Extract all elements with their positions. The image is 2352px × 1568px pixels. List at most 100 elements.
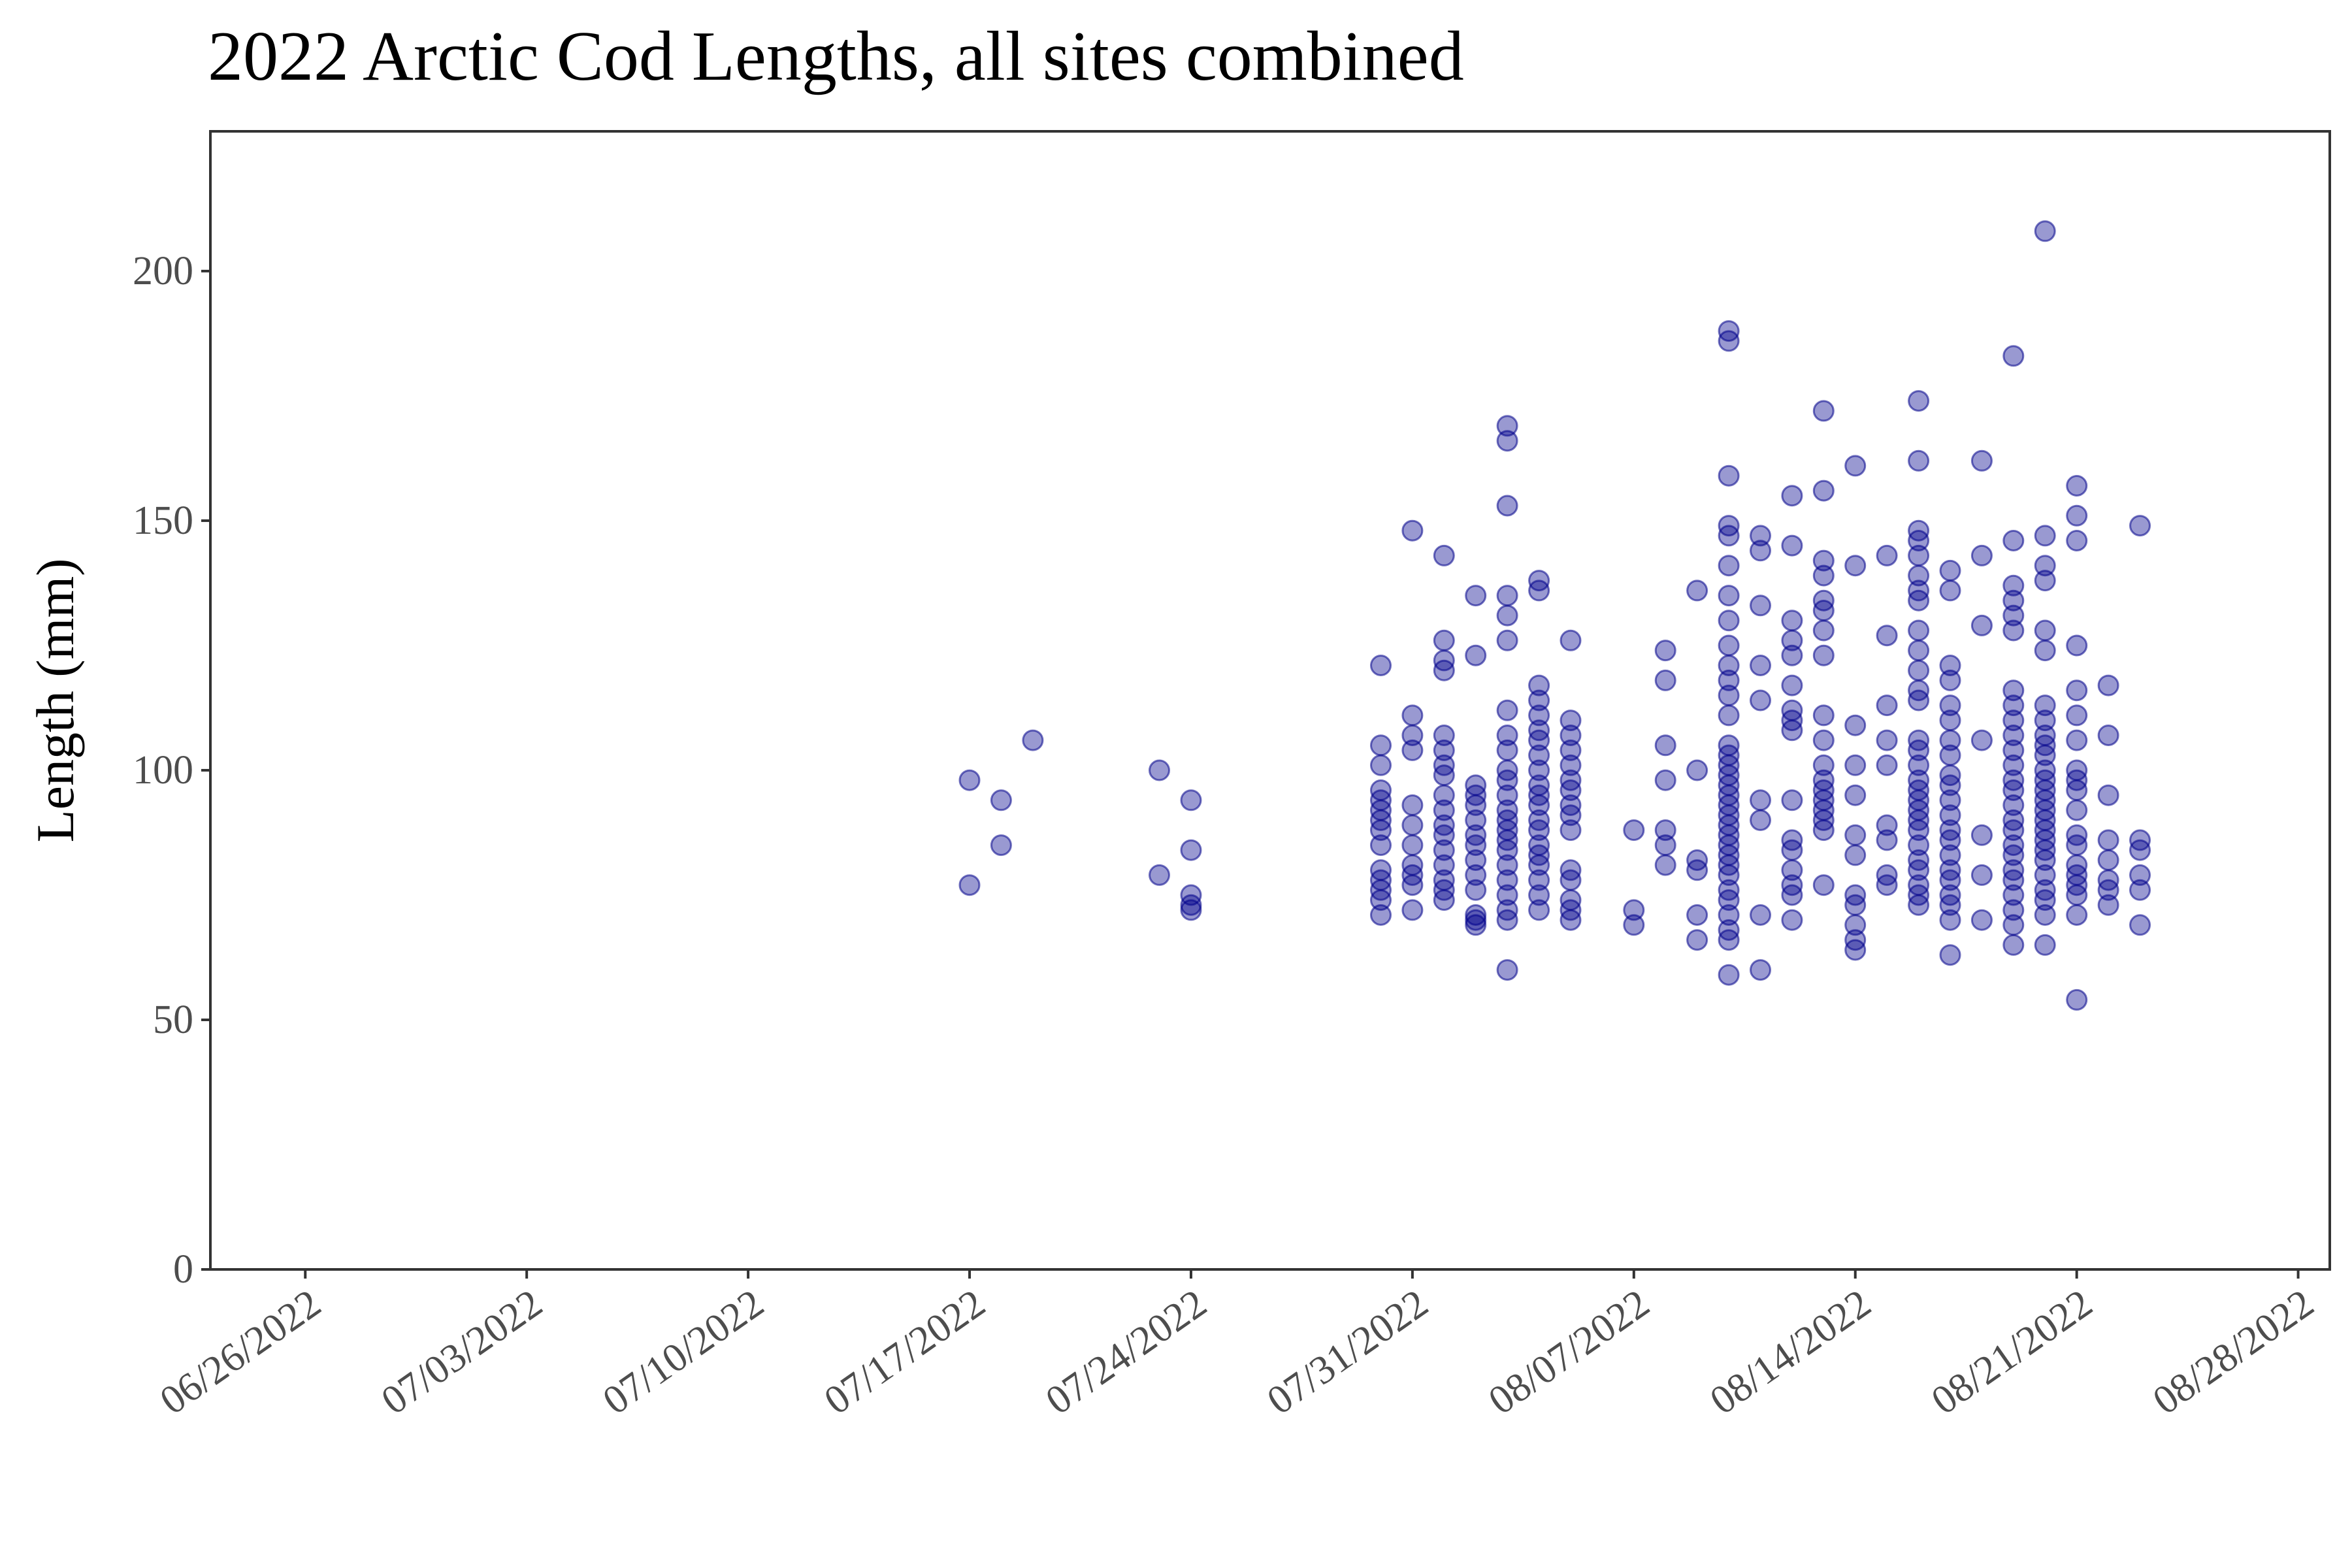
data-point <box>1812 600 1835 621</box>
data-point <box>1560 725 1582 746</box>
data-point <box>1970 614 1993 636</box>
y-axis: 0 50 100 150 200 <box>133 249 210 1292</box>
data-point <box>1654 640 1676 662</box>
y-tick-label: 150 <box>133 498 193 543</box>
data-point <box>1781 909 1803 931</box>
data-point <box>1970 864 1993 886</box>
data-point <box>2034 570 2056 592</box>
data-point <box>1496 415 1518 437</box>
data-point <box>1812 754 1835 776</box>
data-point <box>1433 799 1455 821</box>
data-point <box>1876 625 1898 647</box>
x-tick-label: 07/24/2022 <box>1038 1281 1215 1424</box>
data-point <box>1433 839 1455 861</box>
data-point <box>2097 784 2119 806</box>
data-point <box>1876 729 1898 751</box>
data-point <box>1718 904 1740 926</box>
data-point <box>1844 754 1867 776</box>
data-point <box>1844 824 1867 846</box>
data-point <box>1560 779 1582 801</box>
data-point <box>1718 929 1740 951</box>
data-point <box>2066 504 2088 527</box>
data-point <box>1876 874 1898 896</box>
data-point <box>1433 629 1455 651</box>
data-point <box>2002 754 2025 776</box>
data-point <box>1370 904 1392 926</box>
data-point <box>1939 869 1961 891</box>
data-point <box>1812 480 1835 502</box>
data-point <box>1465 914 1487 936</box>
data-point <box>1939 559 1961 581</box>
data-point <box>1465 834 1487 857</box>
data-point <box>1844 939 1867 961</box>
data-point <box>1812 549 1835 572</box>
data-point <box>2034 710 2056 732</box>
data-point <box>1560 804 1582 826</box>
data-point <box>1022 729 1044 751</box>
data-point <box>2002 710 2025 732</box>
data-point <box>1876 814 1898 836</box>
data-point <box>2034 934 2056 956</box>
data-point <box>2002 934 2025 956</box>
data-point <box>1401 739 1424 761</box>
data-point <box>1496 769 1518 791</box>
data-point <box>1496 699 1518 721</box>
data-point <box>2066 799 2088 821</box>
data-point <box>1528 580 1550 602</box>
data-point <box>1496 495 1518 517</box>
data-point <box>1750 904 1771 926</box>
data-point <box>1528 704 1550 727</box>
data-point <box>1718 889 1740 911</box>
data-point <box>1812 819 1835 841</box>
data-point <box>1970 909 1993 931</box>
data-point <box>1180 894 1202 916</box>
data-point <box>1433 764 1455 787</box>
y-tick-label: 200 <box>133 249 193 293</box>
data-point <box>1465 809 1487 831</box>
data-point <box>1908 390 1930 412</box>
data-point <box>1465 879 1487 901</box>
data-point <box>1781 719 1803 742</box>
data-point <box>2034 889 2056 911</box>
data-point <box>1812 704 1835 727</box>
data-point <box>1970 449 1993 472</box>
data-point <box>1908 544 1930 566</box>
x-tick-label: 07/10/2022 <box>595 1281 772 1424</box>
data-point <box>2129 914 2151 936</box>
data-point <box>1781 859 1803 881</box>
data-point <box>1401 704 1424 727</box>
data-point <box>1718 655 1740 676</box>
data-point <box>2129 879 2151 901</box>
y-tick-label: 100 <box>133 748 193 792</box>
data-point <box>1180 839 1202 861</box>
data-point <box>1908 834 1930 857</box>
data-point <box>1781 610 1803 632</box>
data-point <box>1496 739 1518 761</box>
data-point <box>1939 774 1961 796</box>
data-point <box>1686 759 1708 781</box>
data-point <box>1528 674 1550 696</box>
data-point <box>1812 729 1835 751</box>
data-point <box>1781 485 1803 507</box>
data-point <box>1718 964 1740 986</box>
data-point <box>2066 779 2088 801</box>
data-point <box>2066 679 2088 702</box>
x-tick-label: 07/31/2022 <box>1260 1281 1436 1424</box>
data-point <box>1528 744 1550 766</box>
data-point <box>1812 400 1835 422</box>
data-point <box>1781 629 1803 651</box>
data-point <box>2002 819 2025 841</box>
data-point <box>1718 525 1740 547</box>
data-point <box>1844 784 1867 806</box>
data-point <box>1401 519 1424 542</box>
x-tick-label: 06/26/2022 <box>152 1281 329 1424</box>
data-point <box>1433 889 1455 911</box>
data-point <box>1718 684 1740 706</box>
data-point <box>1718 669 1740 691</box>
data-point <box>990 834 1012 857</box>
data-point <box>1939 894 1961 916</box>
data-point <box>1560 754 1582 776</box>
data-point <box>2034 220 2056 242</box>
data-point <box>1908 640 1930 662</box>
